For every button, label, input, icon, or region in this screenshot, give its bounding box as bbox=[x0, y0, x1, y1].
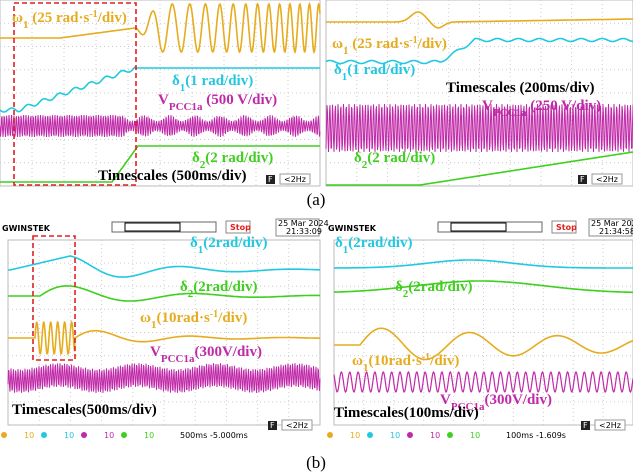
freq-text: <2Hz bbox=[596, 175, 618, 184]
freq-text: <2Hz bbox=[599, 421, 621, 430]
label-part: Timescales(100ms/div) bbox=[334, 405, 479, 421]
f-key-text: F bbox=[268, 175, 273, 184]
channel-dot bbox=[41, 432, 47, 438]
label-part: (25 rad·s bbox=[348, 36, 409, 52]
label-part: (500 V/div) bbox=[202, 92, 277, 108]
channel-dot bbox=[447, 432, 453, 438]
channel-scale: 10 bbox=[104, 431, 114, 440]
label-part: δ bbox=[172, 73, 180, 89]
label-part: V bbox=[150, 344, 161, 360]
label-part: (10rad·s bbox=[368, 353, 421, 369]
label-part: /div) bbox=[97, 10, 127, 26]
label-part: Timescales(500ms/div) bbox=[12, 402, 157, 418]
caption: (b) bbox=[306, 453, 326, 472]
brand: GWINSTEK bbox=[328, 224, 377, 233]
label-part: (2rad/div) bbox=[348, 235, 412, 251]
label-part: PCC1a bbox=[161, 353, 195, 365]
offset: -5.000ms bbox=[210, 431, 248, 440]
label-part: Timescales (500ms/div) bbox=[98, 168, 246, 184]
timebase: 100ms bbox=[506, 431, 533, 440]
offset: -1.609s bbox=[536, 431, 566, 440]
label-part: (300V/div) bbox=[194, 344, 262, 360]
label-part: (1 rad/div) bbox=[347, 62, 415, 78]
time: 21:33:09 bbox=[286, 227, 322, 236]
label-part: (2rad/div) bbox=[408, 279, 472, 295]
label-part: (25 rad·s bbox=[28, 10, 89, 26]
label-part: ω bbox=[12, 10, 23, 26]
channel-dot bbox=[367, 432, 373, 438]
channel-dot bbox=[327, 432, 333, 438]
label-part: V bbox=[158, 92, 169, 108]
f-key-text: F bbox=[580, 175, 585, 184]
label-part: ω bbox=[352, 353, 363, 369]
freq-text: <2Hz bbox=[286, 421, 308, 430]
label-part: δ bbox=[334, 62, 342, 78]
label-part: -1 bbox=[409, 35, 417, 46]
channel-scale: 10 bbox=[350, 431, 360, 440]
label-part: δ bbox=[395, 279, 403, 295]
channel-dot bbox=[1, 432, 7, 438]
channel-dot bbox=[121, 432, 127, 438]
channel-scale: 10 bbox=[144, 431, 154, 440]
f-key-text: F bbox=[270, 421, 275, 430]
label-part: δ bbox=[190, 235, 198, 251]
status: Stop bbox=[556, 223, 577, 232]
freq-text: <2Hz bbox=[284, 175, 306, 184]
label-part: -1 bbox=[89, 9, 97, 20]
waveform-label: Timescales(100ms/div) bbox=[334, 405, 479, 421]
timebase: 500ms bbox=[180, 431, 207, 440]
label-part: V bbox=[482, 98, 493, 114]
channel-dot bbox=[407, 432, 413, 438]
label-part: /div) bbox=[429, 353, 459, 369]
label-part: PCC1a bbox=[493, 107, 527, 119]
f-key-text: F bbox=[583, 421, 588, 430]
waveform-label: Timescales (200ms/div) bbox=[446, 80, 594, 96]
label-part: δ bbox=[180, 279, 188, 295]
figure: (a) (b) ω1 (25 rad·s-1/div)δ1(1 rad/div)… bbox=[0, 0, 633, 476]
label-part: Timescales (200ms/div) bbox=[446, 80, 594, 96]
label-part: PCC1a bbox=[169, 101, 203, 113]
channel-scale: 10 bbox=[390, 431, 400, 440]
label-part: /div) bbox=[417, 36, 447, 52]
label-part: (300V/div) bbox=[484, 392, 552, 408]
label-part: -1 bbox=[422, 352, 430, 363]
waveform-label: Timescales(500ms/div) bbox=[12, 402, 157, 418]
label-part: /div) bbox=[217, 310, 247, 326]
label-part: (2rad/div) bbox=[203, 235, 267, 251]
label-part: -1 bbox=[210, 309, 218, 320]
channel-scale: 10 bbox=[64, 431, 74, 440]
label-part: (250 V/div) bbox=[526, 98, 601, 114]
channel-scale: 10 bbox=[470, 431, 480, 440]
label-part: δ bbox=[335, 235, 343, 251]
label-part: ω bbox=[332, 36, 343, 52]
channel-scale: 10 bbox=[24, 431, 34, 440]
label-part: (10rad·s bbox=[156, 310, 209, 326]
channel-scale: 10 bbox=[430, 431, 440, 440]
channel-dot bbox=[81, 432, 87, 438]
label-part: (1 rad/div) bbox=[185, 73, 253, 89]
time: 21:34:58 bbox=[599, 227, 633, 236]
brand: GWINSTEK bbox=[2, 224, 51, 233]
label-part: (2 rad/div) bbox=[205, 150, 273, 166]
label-part: (2 rad/div) bbox=[367, 150, 435, 166]
waveform-label: Timescales (500ms/div) bbox=[98, 168, 246, 184]
label-part: (2rad/div) bbox=[193, 279, 257, 295]
label-part: δ bbox=[354, 150, 362, 166]
label-part: δ bbox=[192, 150, 200, 166]
caption: (a) bbox=[307, 190, 326, 209]
status: Stop bbox=[230, 223, 251, 232]
label-part: ω bbox=[140, 310, 151, 326]
